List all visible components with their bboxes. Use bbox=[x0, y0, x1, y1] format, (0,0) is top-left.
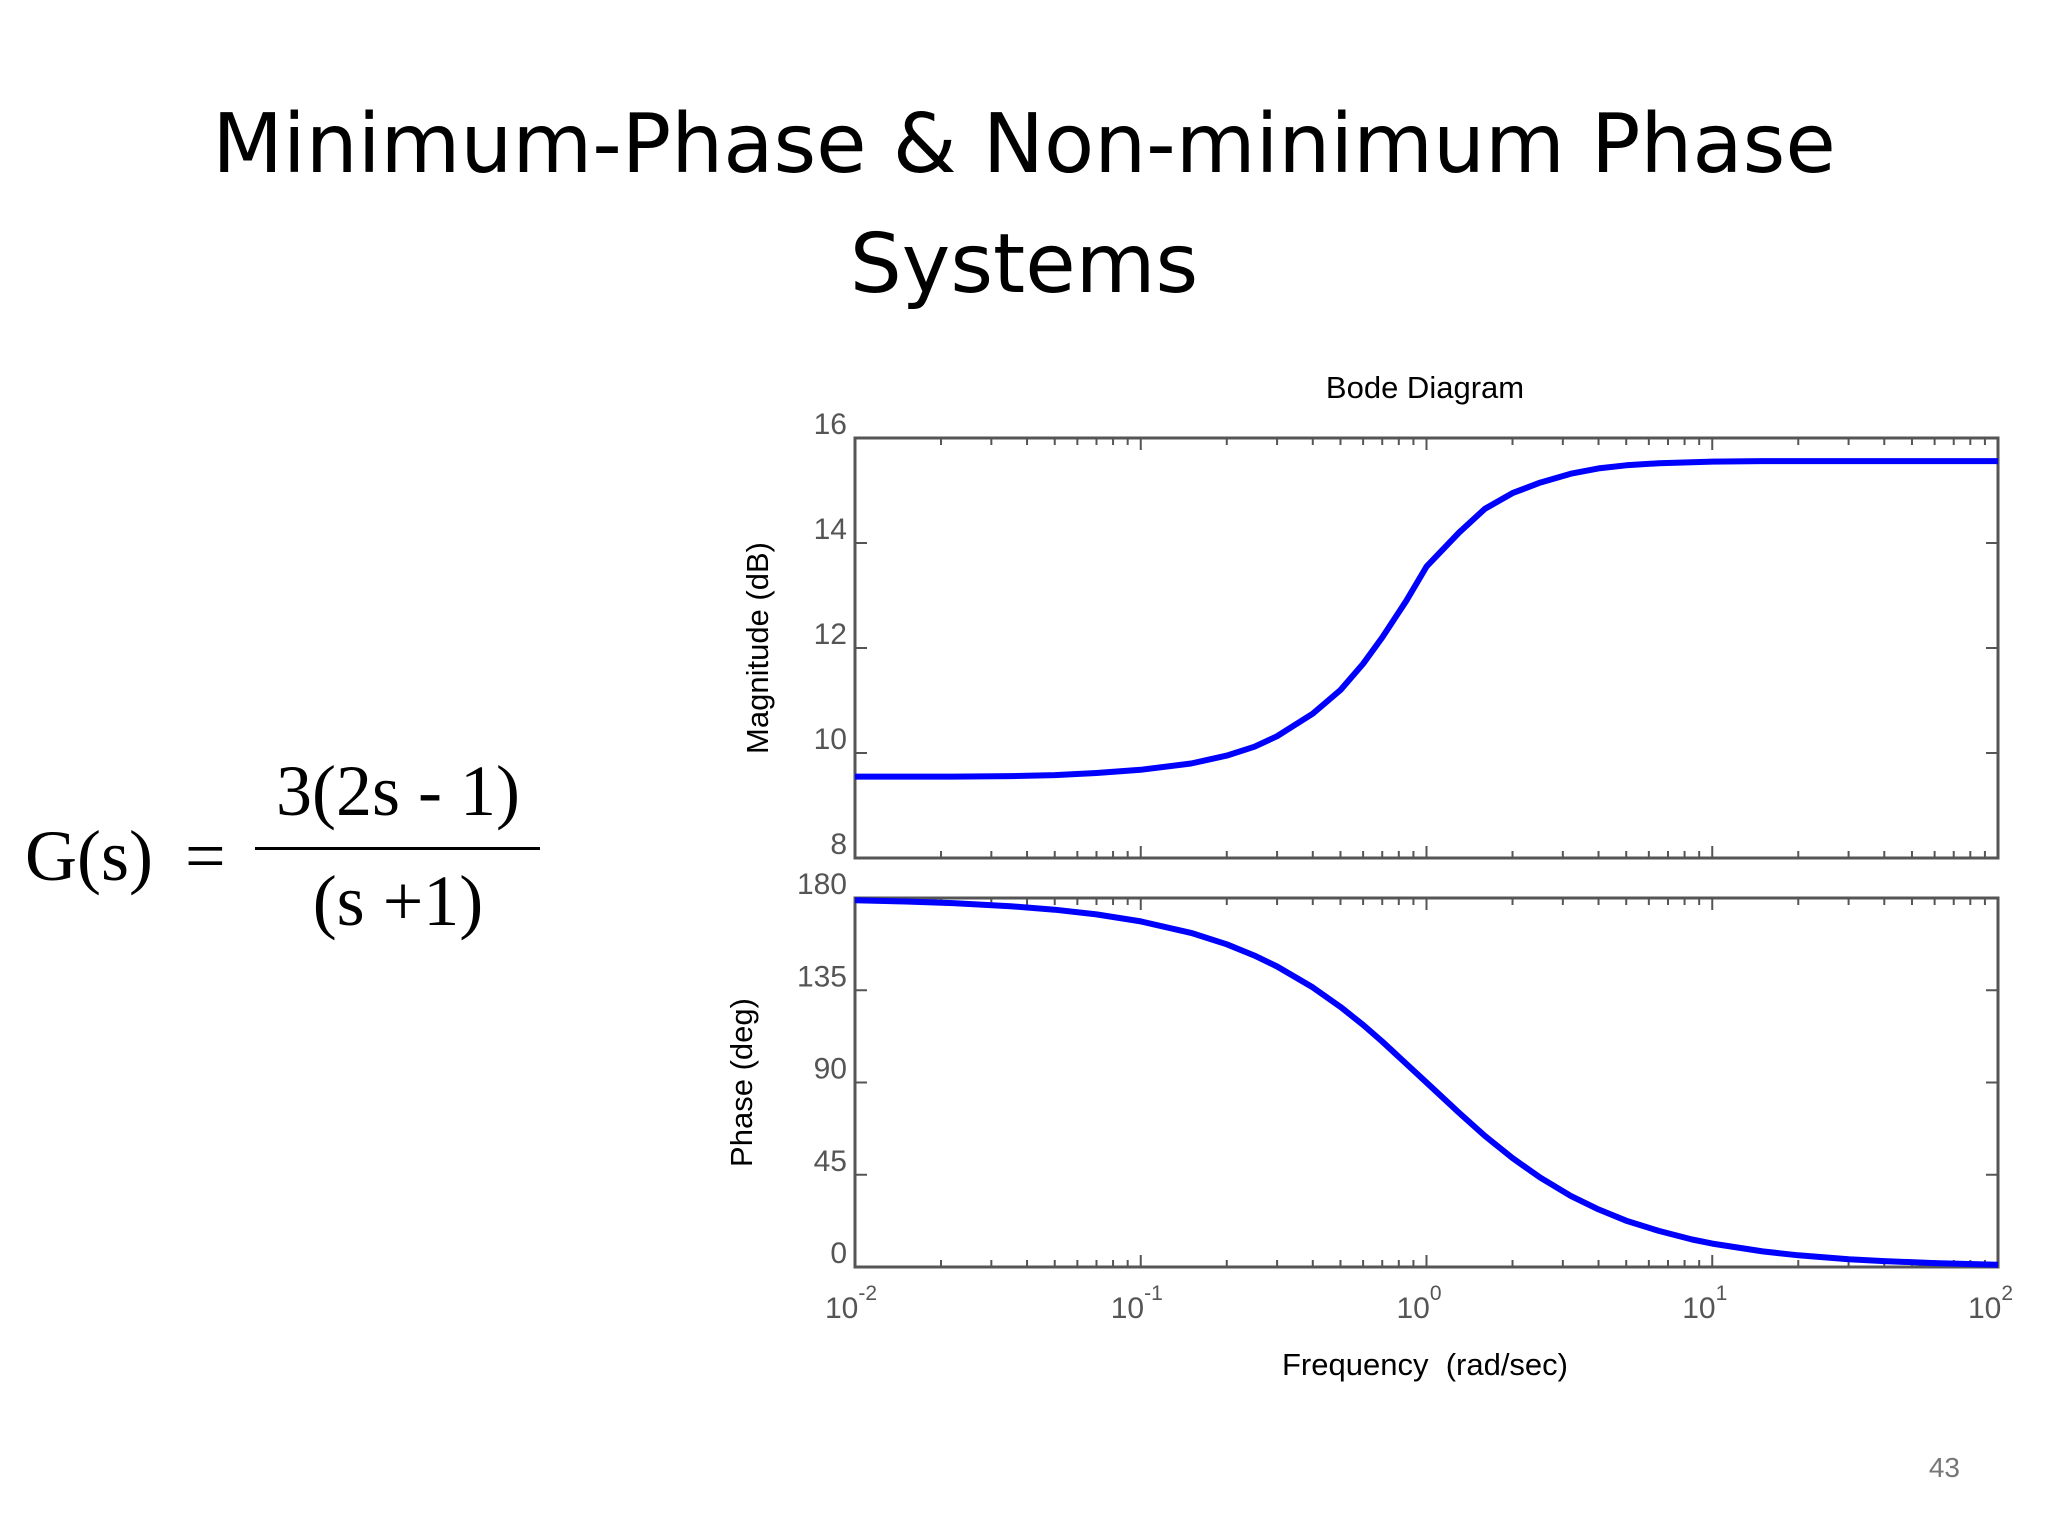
plot-frame bbox=[853, 436, 2000, 860]
bode-diagram: Bode Diagram 16 14 12 10 8 Magnitude (dB) 180… bbox=[724, 370, 2013, 1382]
y-tick-label: 12 bbox=[814, 618, 847, 651]
y-tick-label: 90 bbox=[814, 1053, 847, 1086]
magnitude-panel: 16 14 12 10 8 Magnitude (dB) bbox=[740, 408, 2000, 861]
phase-panel: 180 135 90 45 0 Phase (deg) bbox=[724, 868, 2000, 1270]
slide-title: Minimum-Phase & Non-minimum Phase System… bbox=[0, 85, 2048, 325]
x-tick-label: 100 bbox=[1397, 1282, 1442, 1325]
formula-fraction-bar bbox=[255, 847, 540, 850]
formula-lhs: G(s) bbox=[25, 816, 153, 896]
y-tick-label: 0 bbox=[830, 1237, 847, 1270]
transfer-function-formula: G(s) = 3(2s - 1) (s +1) bbox=[25, 751, 540, 960]
x-tick-label: 101 bbox=[1682, 1282, 1727, 1325]
x-tick-label: 10-2 bbox=[825, 1282, 877, 1325]
formula-denominator: (s +1) bbox=[312, 861, 484, 941]
y-axis-label: Magnitude (dB) bbox=[740, 542, 775, 754]
frequency-axis: 10-2 10-1 100 101 102 bbox=[825, 1282, 2013, 1325]
formula-equals: = bbox=[185, 816, 226, 896]
slide-title-line2: Systems bbox=[849, 217, 1199, 312]
chart-title: Bode Diagram bbox=[1326, 370, 1524, 405]
y-tick-label: 135 bbox=[797, 960, 847, 993]
y-tick-label: 180 bbox=[797, 868, 847, 901]
y-tick-label: 8 bbox=[830, 828, 847, 861]
y-tick-label: 16 bbox=[814, 408, 847, 441]
x-tick-label: 10-1 bbox=[1111, 1282, 1163, 1325]
page-number: 43 bbox=[1928, 1452, 1960, 1483]
slide-title-line1: Minimum-Phase & Non-minimum Phase bbox=[212, 97, 1836, 192]
y-tick-label: 10 bbox=[814, 723, 847, 756]
series-line bbox=[855, 458, 1998, 780]
y-axis-label: Phase (deg) bbox=[724, 998, 759, 1167]
formula-numerator: 3(2s - 1) bbox=[276, 751, 520, 831]
y-tick-label: 14 bbox=[814, 513, 847, 546]
x-axis-label: Frequency (rad/sec) bbox=[1282, 1347, 1568, 1382]
series-line bbox=[854, 897, 1999, 1268]
x-tick-label: 102 bbox=[1968, 1282, 2013, 1325]
y-tick-label: 45 bbox=[814, 1145, 847, 1178]
